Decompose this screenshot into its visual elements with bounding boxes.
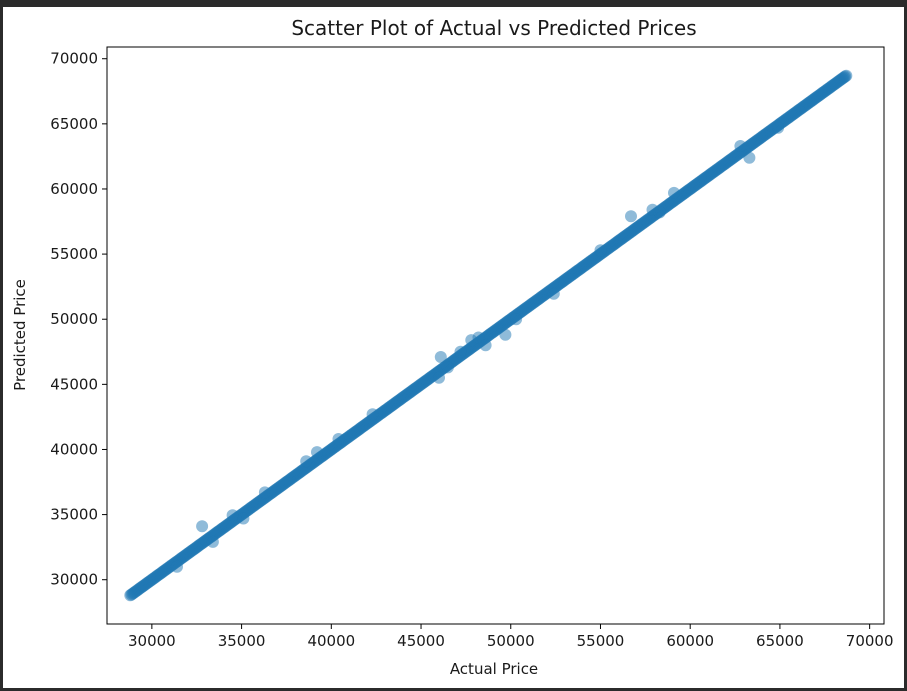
data-point (311, 446, 323, 459)
x-tick-label: 40000 (307, 632, 355, 650)
data-point (366, 408, 379, 421)
data-point (434, 351, 447, 363)
data-point (625, 210, 637, 223)
data-point (226, 509, 239, 522)
data-point (332, 433, 345, 445)
x-tick-label: 30000 (128, 632, 176, 650)
data-point (499, 328, 512, 341)
data-point (258, 486, 271, 499)
data-point (472, 331, 485, 344)
x-tick-label: 35000 (218, 632, 266, 650)
y-tick-label: 50000 (50, 310, 98, 328)
data-point (300, 455, 313, 468)
x-tick-label: 60000 (666, 632, 714, 650)
x-tick-label: 65000 (756, 632, 804, 650)
x-axis-label: Actual Price (450, 660, 538, 678)
data-point (772, 121, 785, 134)
data-point (668, 186, 680, 199)
chart-title: Scatter Plot of Actual vs Predicted Pric… (291, 16, 696, 40)
data-point (237, 512, 250, 525)
x-axis: 30000 35000 40000 45000 50000 55000 60000 65000… (128, 624, 894, 650)
y-axis-label: Predicted Price (11, 279, 29, 391)
scatter-chart: Scatter Plot of Actual vs Predicted Pric… (11, 16, 894, 678)
y-tick-label: 60000 (50, 180, 98, 198)
y-tick-label: 55000 (50, 245, 98, 263)
data-point (840, 69, 853, 82)
data-point (743, 151, 756, 164)
x-tick-label: 45000 (397, 632, 445, 650)
data-point (594, 244, 607, 257)
y-tick-label: 65000 (50, 115, 98, 133)
chart-frame: Scatter Plot of Actual vs Predicted Pric… (3, 7, 904, 688)
y-tick-label: 70000 (50, 50, 98, 68)
y-tick-label: 45000 (50, 375, 98, 393)
data-point (171, 560, 183, 573)
scatter-points (124, 69, 853, 602)
y-tick-label: 35000 (50, 506, 98, 524)
data-point (433, 371, 445, 384)
data-point (547, 287, 560, 300)
x-tick-label: 70000 (846, 632, 894, 650)
x-tick-label: 55000 (577, 632, 625, 650)
data-point (441, 361, 454, 374)
x-tick-label: 50000 (487, 632, 535, 650)
y-tick-label: 30000 (50, 571, 98, 589)
data-point (734, 140, 747, 152)
data-point (510, 313, 523, 326)
y-tick-label: 40000 (50, 440, 98, 458)
y-axis: 30000 35000 40000 45000 50000 55000 60000 65000… (50, 50, 107, 589)
data-point (454, 345, 467, 358)
data-point (196, 520, 209, 533)
plot-area (106, 46, 885, 625)
data-point (479, 339, 492, 352)
data-point (206, 535, 219, 548)
data-point (653, 206, 666, 219)
